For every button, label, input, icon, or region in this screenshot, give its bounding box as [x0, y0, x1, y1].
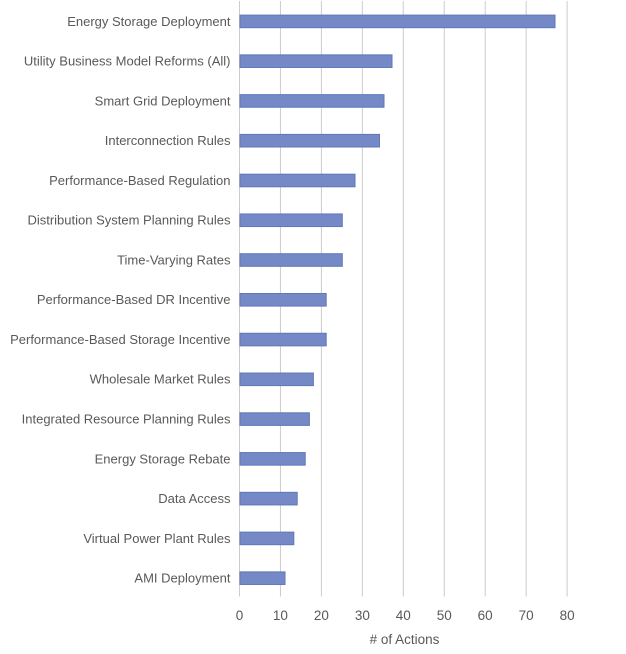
svg-text:Time-Varying Rates: Time-Varying Rates	[117, 252, 231, 267]
svg-text:Virtual Power Plant Rules: Virtual Power Plant Rules	[83, 531, 231, 546]
svg-text:Wholesale Market Rules: Wholesale Market Rules	[90, 372, 231, 387]
svg-text:Integrated Resource Planning R: Integrated Resource Planning Rules	[22, 412, 231, 427]
svg-text:30: 30	[355, 608, 370, 623]
svg-text:70: 70	[519, 608, 534, 623]
svg-text:AMI Deployment: AMI Deployment	[134, 571, 230, 586]
svg-text:50: 50	[437, 608, 452, 623]
svg-text:Utility Business Model Reforms: Utility Business Model Reforms (All)	[24, 54, 231, 69]
svg-text:# of Actions: # of Actions	[370, 632, 440, 647]
svg-text:Energy Storage Deployment: Energy Storage Deployment	[67, 14, 231, 29]
svg-text:Data Access: Data Access	[158, 491, 231, 506]
svg-text:Performance-Based Storage Ince: Performance-Based Storage Incentive	[10, 332, 230, 347]
svg-text:0: 0	[236, 608, 244, 623]
svg-text:40: 40	[396, 608, 411, 623]
svg-text:60: 60	[478, 608, 493, 623]
svg-text:Performance-Based Regulation: Performance-Based Regulation	[49, 173, 230, 188]
svg-text:20: 20	[314, 608, 329, 623]
svg-text:Performance-Based DR Incentive: Performance-Based DR Incentive	[37, 292, 231, 307]
svg-text:Smart Grid Deployment: Smart Grid Deployment	[95, 93, 231, 108]
svg-text:Energy Storage Rebate: Energy Storage Rebate	[95, 451, 231, 466]
svg-text:Distribution System Planning R: Distribution System Planning Rules	[27, 213, 231, 228]
svg-text:80: 80	[560, 608, 575, 623]
svg-text:Interconnection Rules: Interconnection Rules	[105, 133, 231, 148]
svg-text:10: 10	[273, 608, 288, 623]
